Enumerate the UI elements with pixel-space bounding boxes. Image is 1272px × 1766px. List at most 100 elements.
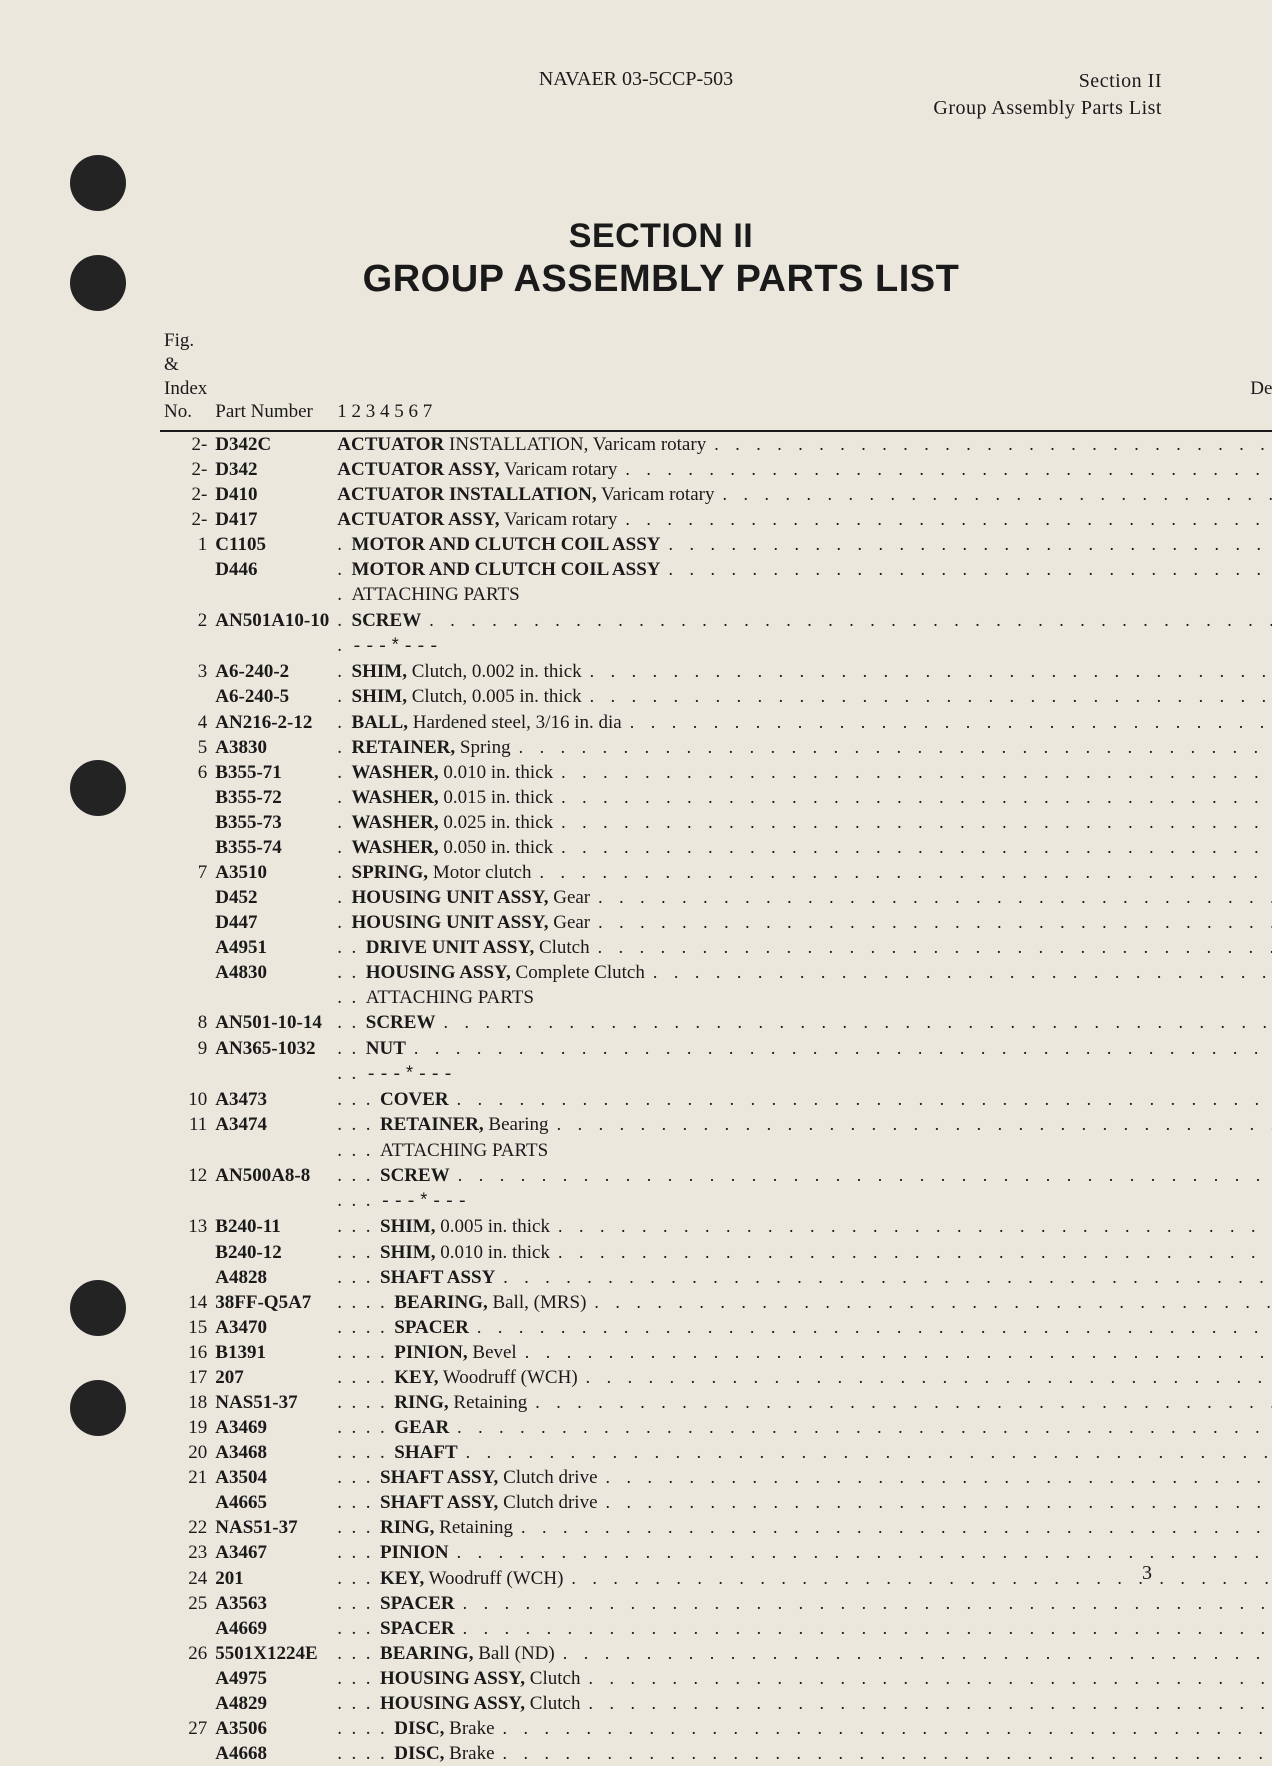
cell-part: B1391	[211, 1340, 333, 1365]
cell-part: A4669	[211, 1616, 333, 1641]
cell-description: . . . RING, Retaining. . . . . . . . . .…	[333, 1515, 1272, 1540]
cell-part: A3473	[211, 1087, 333, 1112]
table-row: A4669. . . SPACER. . . . . . . . . . . .…	[160, 1616, 1272, 1641]
cell-index: 23	[160, 1540, 211, 1565]
cell-index: 2-	[160, 432, 211, 457]
table-row: 11A3474. . . RETAINER, Bearing. . . . . …	[160, 1112, 1272, 1137]
cell-description: . SHIM, Clutch, 0.002 in. thick. . . . .…	[333, 659, 1272, 684]
table-row: 25A3563. . . SPACER. . . . . . . . . . .…	[160, 1591, 1272, 1616]
cell-part: B355-74	[211, 835, 333, 860]
cell-part: A3563	[211, 1591, 333, 1616]
cell-part: A4830	[211, 960, 333, 985]
cell-index: 5	[160, 735, 211, 760]
cell-description: ACTUATOR ASSY, Varicam rotary. . . . . .…	[333, 457, 1272, 482]
cell-index	[160, 1741, 211, 1766]
table-row: A4830. . HOUSING ASSY, Complete Clutch. …	[160, 960, 1272, 985]
cell-index	[160, 910, 211, 935]
cell-index: 22	[160, 1515, 211, 1540]
cell-part: B355-71	[211, 760, 333, 785]
table-row: 19A3469. . . . GEAR. . . . . . . . . . .…	[160, 1415, 1272, 1440]
table-row: 3A6-240-2. SHIM, Clutch, 0.002 in. thick…	[160, 659, 1272, 684]
table-row: B355-74. WASHER, 0.050 in. thick. . . . …	[160, 835, 1272, 860]
cell-description: . WASHER, 0.015 in. thick. . . . . . . .…	[333, 785, 1272, 810]
col-desc: Description 1 2 3 4 5 6 7	[333, 327, 1272, 431]
cell-description: . . . . RING, Retaining. . . . . . . . .…	[333, 1390, 1272, 1415]
cell-index: 14	[160, 1290, 211, 1315]
cell-index: 9	[160, 1036, 211, 1061]
cell-index: 11	[160, 1112, 211, 1137]
section-label: Section II	[933, 68, 1162, 95]
cell-description: . . . SPACER. . . . . . . . . . . . . . …	[333, 1591, 1272, 1616]
table-row: . ---*---	[160, 633, 1272, 660]
cell-part: A4829	[211, 1691, 333, 1716]
table-row: . . . ---*---	[160, 1188, 1272, 1215]
cell-part: A4828	[211, 1265, 333, 1290]
cell-part: A3470	[211, 1315, 333, 1340]
table-row: 265501X1224E. . . BEARING, Ball (ND). . …	[160, 1641, 1272, 1666]
cell-index	[160, 810, 211, 835]
cell-description: . . . . BEARING, Ball, (MRS). . . . . . …	[333, 1290, 1272, 1315]
doc-number: NAVAER 03-5CCP-503	[539, 68, 733, 91]
cell-description: . RETAINER, Spring. . . . . . . . . . . …	[333, 735, 1272, 760]
table-row: 1438FF-Q5A7. . . . BEARING, Ball, (MRS).…	[160, 1290, 1272, 1315]
cell-index: 2	[160, 608, 211, 633]
cell-description: . MOTOR AND CLUTCH COIL ASSY. . . . . . …	[333, 532, 1272, 557]
punch-hole	[70, 155, 126, 211]
cell-index	[160, 1490, 211, 1515]
cell-part: A3510	[211, 860, 333, 885]
cell-part: D342	[211, 457, 333, 482]
table-row: . . ATTACHING PARTS	[160, 985, 1272, 1010]
table-row: B355-72. WASHER, 0.015 in. thick. . . . …	[160, 785, 1272, 810]
cell-part: B355-72	[211, 785, 333, 810]
cell-index: 7	[160, 860, 211, 885]
cell-index	[160, 1061, 211, 1088]
section-title: SECTION II GROUP ASSEMBLY PARTS LIST	[160, 217, 1162, 301]
table-row: 6B355-71. WASHER, 0.010 in. thick. . . .…	[160, 760, 1272, 785]
cell-part: A4668	[211, 1741, 333, 1766]
cell-description: . ATTACHING PARTS	[333, 582, 1272, 607]
table-row: 2-D342ACTUATOR ASSY, Varicam rotary. . .…	[160, 457, 1272, 482]
cell-part: D410	[211, 482, 333, 507]
cell-part: D447	[211, 910, 333, 935]
cell-index: 24	[160, 1566, 211, 1591]
cell-index: 15	[160, 1315, 211, 1340]
cell-description: . . SCREW. . . . . . . . . . . . . . . .…	[333, 1010, 1272, 1035]
cell-description: . . . . DISC, Brake. . . . . . . . . . .…	[333, 1716, 1272, 1741]
cell-index: 13	[160, 1214, 211, 1239]
parts-table: Fig. &IndexNo. Part Number Description 1…	[160, 327, 1272, 1766]
cell-index: 16	[160, 1340, 211, 1365]
cell-index: 2-	[160, 457, 211, 482]
cell-part: B355-73	[211, 810, 333, 835]
cell-description: . . . COVER. . . . . . . . . . . . . . .…	[333, 1087, 1272, 1112]
cell-part: C1105	[211, 532, 333, 557]
table-row: 27A3506. . . . DISC, Brake. . . . . . . …	[160, 1716, 1272, 1741]
cell-part: AN501-10-14	[211, 1010, 333, 1035]
cell-description: . . . SHAFT ASSY, Clutch drive. . . . . …	[333, 1490, 1272, 1515]
cell-index: 2-	[160, 482, 211, 507]
cell-part: D446	[211, 557, 333, 582]
table-row: B355-73. WASHER, 0.025 in. thick. . . . …	[160, 810, 1272, 835]
cell-index: 3	[160, 659, 211, 684]
table-row: 2AN501A10-10. SCREW. . . . . . . . . . .…	[160, 608, 1272, 633]
cell-description: . . . PINION. . . . . . . . . . . . . . …	[333, 1540, 1272, 1565]
cell-part: 5501X1224E	[211, 1641, 333, 1666]
table-row: A4668. . . . DISC, Brake. . . . . . . . …	[160, 1741, 1272, 1766]
table-row: A6-240-5. SHIM, Clutch, 0.005 in. thick.…	[160, 684, 1272, 709]
table-row: 2-D342CACTUATOR INSTALLATION, Varicam ro…	[160, 432, 1272, 457]
cell-index: 8	[160, 1010, 211, 1035]
cell-part: AN365-1032	[211, 1036, 333, 1061]
table-row: 2-D410ACTUATOR INSTALLATION, Varicam rot…	[160, 482, 1272, 507]
cell-description: . SHIM, Clutch, 0.005 in. thick. . . . .…	[333, 684, 1272, 709]
cell-part: AN216-2-12	[211, 710, 333, 735]
table-row: 21A3504. . . SHAFT ASSY, Clutch drive. .…	[160, 1465, 1272, 1490]
cell-index: 10	[160, 1087, 211, 1112]
cell-part: D452	[211, 885, 333, 910]
table-row: 15A3470. . . . SPACER. . . . . . . . . .…	[160, 1315, 1272, 1340]
cell-part: A4975	[211, 1666, 333, 1691]
cell-description: . BALL, Hardened steel, 3/16 in. dia. . …	[333, 710, 1272, 735]
cell-part	[211, 985, 333, 1010]
cell-description: . . . SCREW. . . . . . . . . . . . . . .…	[333, 1163, 1272, 1188]
table-row: 4AN216-2-12. BALL, Hardened steel, 3/16 …	[160, 710, 1272, 735]
cell-description: . . . HOUSING ASSY, Clutch. . . . . . . …	[333, 1666, 1272, 1691]
table-row: B240-12. . . SHIM, 0.010 in. thick. . . …	[160, 1240, 1272, 1265]
